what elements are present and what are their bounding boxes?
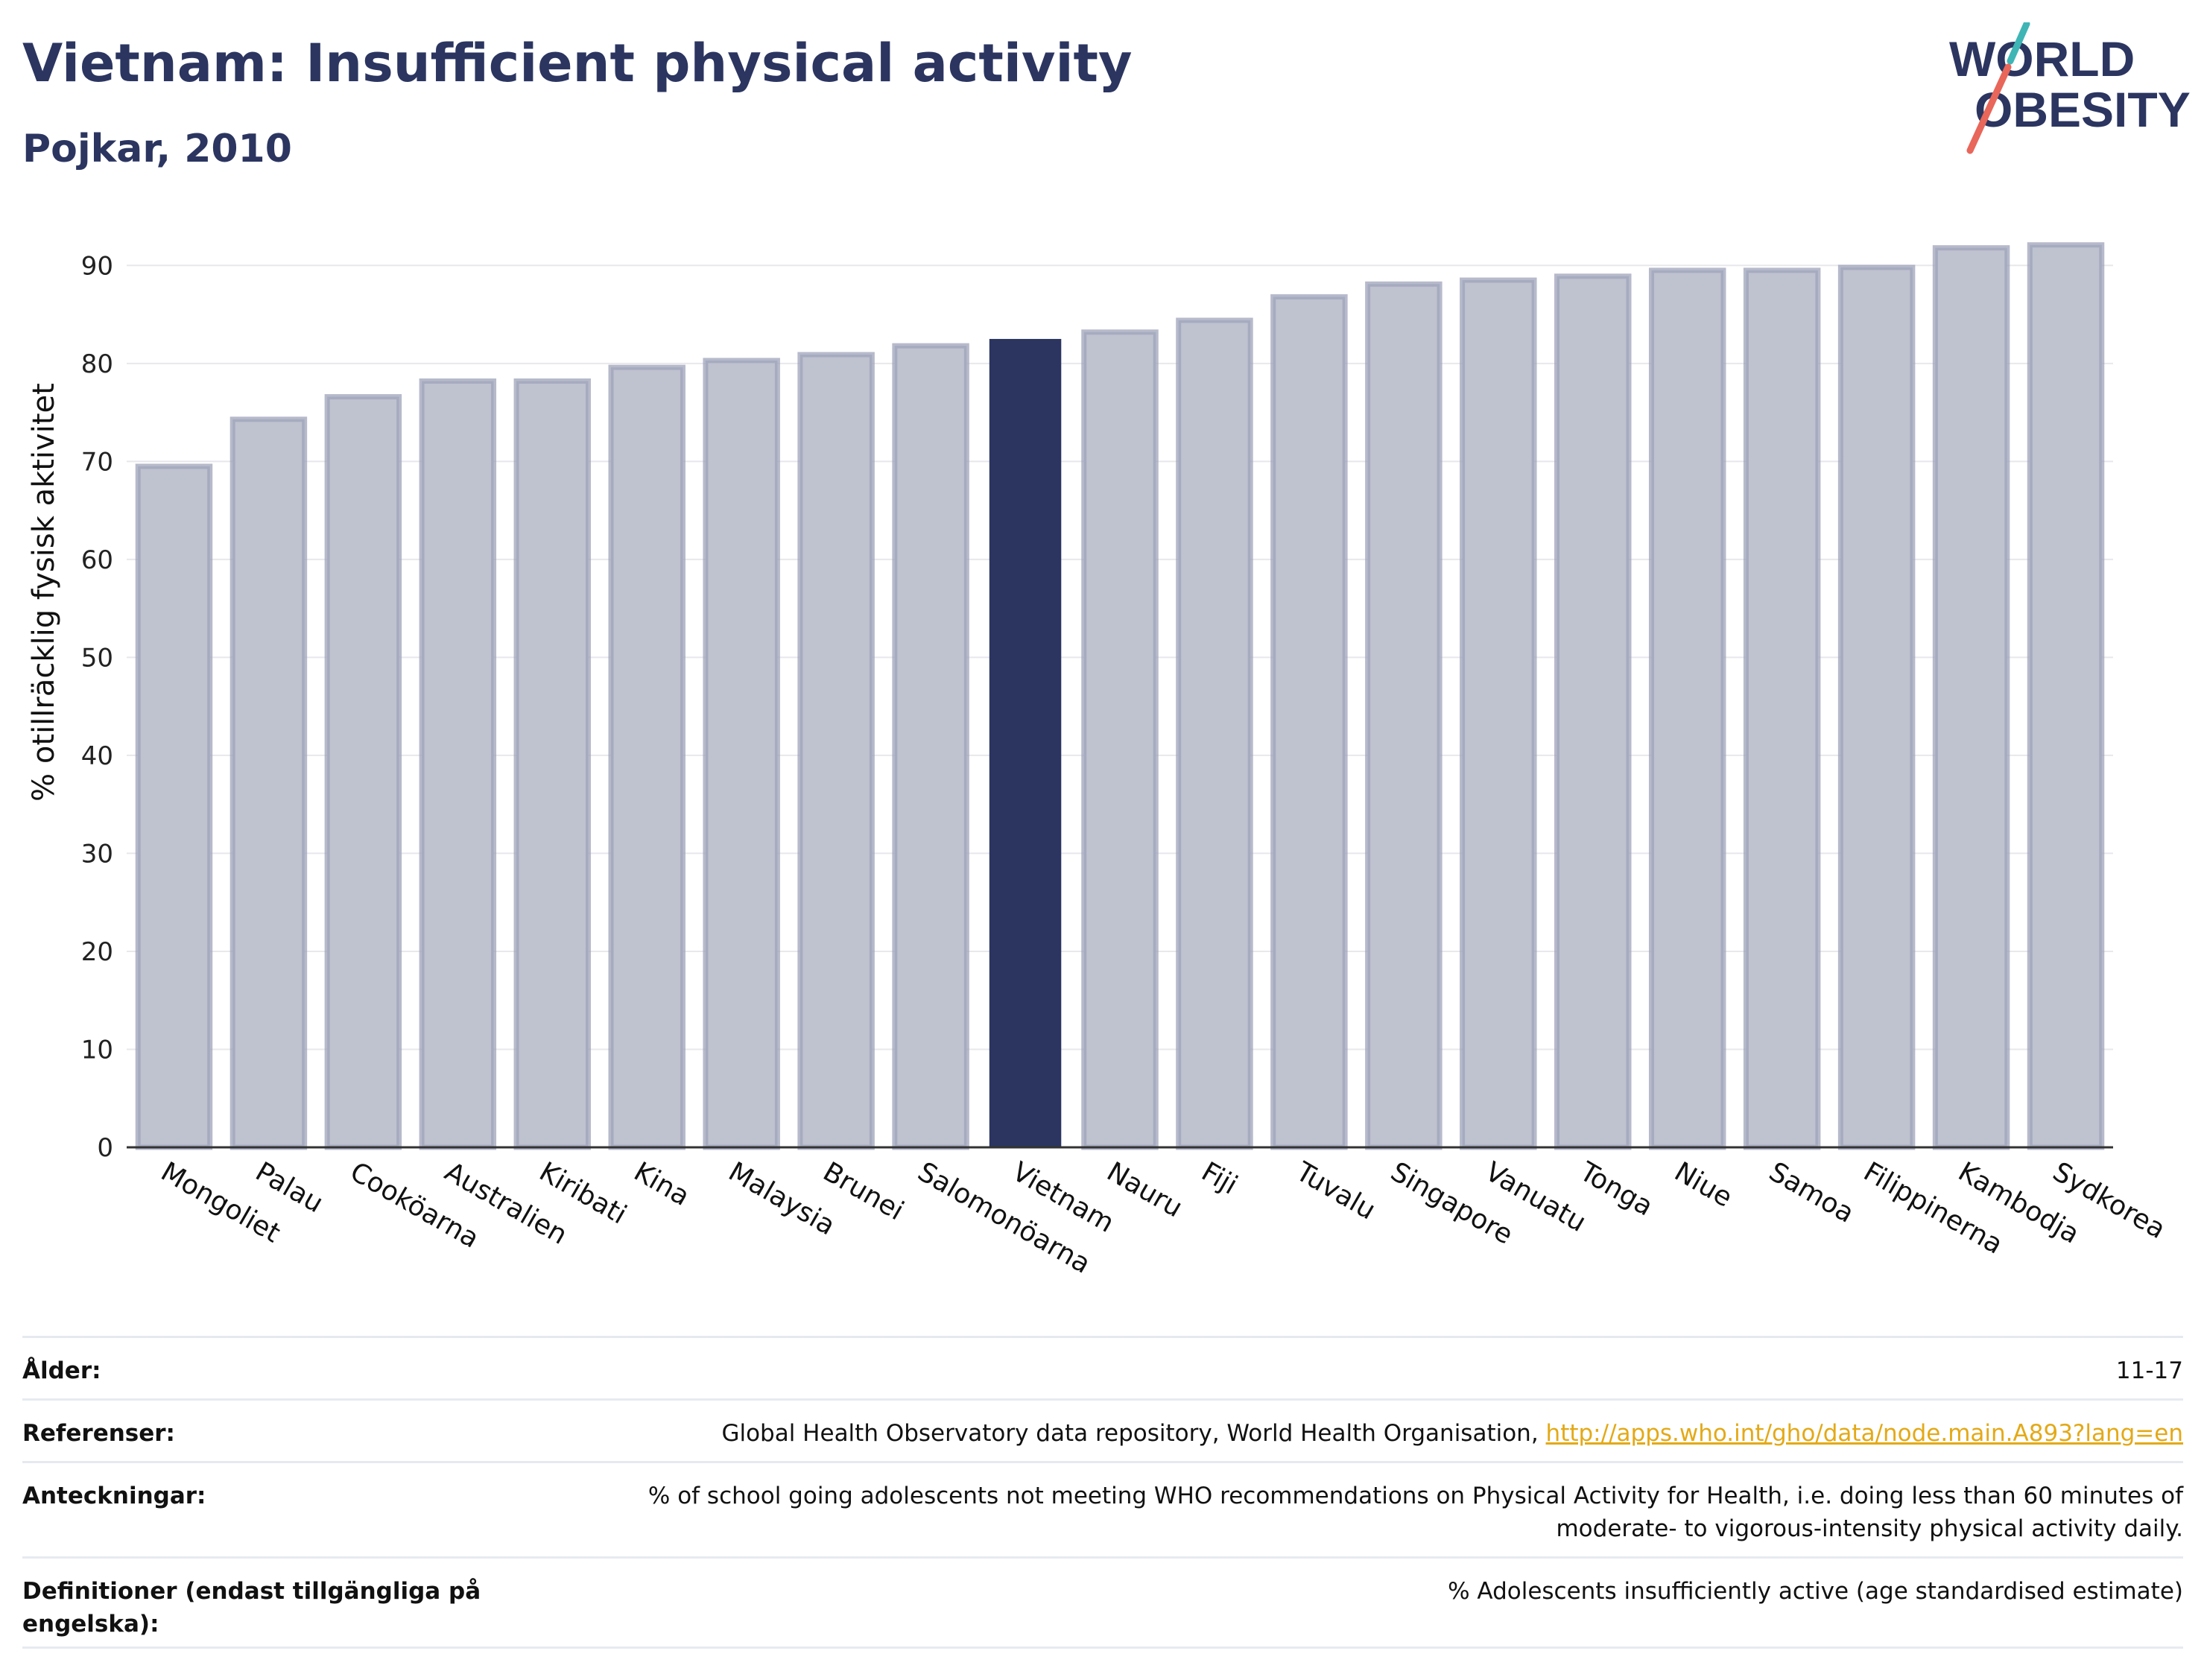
y-tick-label: 20: [81, 937, 113, 967]
y-tick-label: 50: [81, 643, 113, 673]
bar-brunei: [797, 352, 875, 1150]
notes-value: % of school going adolescents not meetin…: [647, 1483, 2183, 1542]
notes-label: Anteckningar:: [22, 1483, 206, 1509]
y-tick-label: 0: [97, 1133, 113, 1163]
bar-palau: [229, 416, 308, 1150]
references-label: Referenser:: [22, 1420, 175, 1447]
y-tick-label: 30: [81, 839, 113, 869]
bar-australien: [419, 378, 497, 1150]
logo-slash-top: [2007, 22, 2030, 65]
y-tick-label: 10: [81, 1035, 113, 1065]
logo-slash-bottom: [1966, 63, 2012, 154]
meta-row-references: Referenser: Global Health Observatory da…: [22, 1398, 2183, 1461]
bar-sydkorea: [2027, 242, 2105, 1150]
bar-malaysia: [703, 358, 780, 1150]
logo-text-obesity: OBESITY: [1975, 82, 2191, 137]
bar-kiribati: [513, 378, 592, 1150]
bar-mongoliet: [135, 463, 213, 1150]
x-tick-label: Niue: [1669, 1156, 1737, 1213]
definitions-value: % Adolescents insufficiently active (age…: [1448, 1578, 2183, 1605]
y-tick-label: 80: [81, 349, 113, 379]
y-tick-label: 40: [81, 741, 113, 771]
bar-niue: [1648, 267, 1726, 1150]
definitions-label: Definitioner (endast tillgängliga på eng…: [22, 1578, 481, 1638]
meta-row-age: Ålder: 11-17: [22, 1336, 2183, 1398]
references-value: Global Health Observatory data repositor…: [529, 1401, 2183, 1461]
meta-row-definitions: Definitioner (endast tillgängliga på eng…: [22, 1556, 2183, 1649]
page-subtitle: Pojkar, 2010: [22, 127, 292, 171]
bar-vanuatu: [1460, 277, 1537, 1150]
bar-cooköarna: [324, 394, 402, 1150]
bar-singapore: [1365, 281, 1443, 1150]
bar-filippinerna: [1837, 264, 1916, 1150]
bar-vietnam: [989, 338, 1062, 1147]
references-link[interactable]: http://apps.who.int/gho/data/node.main.A…: [1545, 1420, 2183, 1447]
page-title: Vietnam: Insufficient physical activity: [22, 33, 1133, 94]
age-value: 11-17: [2115, 1357, 2183, 1384]
metadata-table: Ålder: 11-17 Referenser: Global Health O…: [22, 1336, 2183, 1649]
bar-fiji: [1176, 317, 1253, 1150]
x-tick-label: Samoa: [1764, 1156, 1859, 1229]
bar-tuvalu: [1270, 294, 1348, 1150]
bar-nauru: [1081, 329, 1159, 1150]
logo-text-world: WORLD: [1949, 31, 2135, 86]
x-tick-label: Malaysia: [723, 1156, 840, 1241]
references-text: Global Health Observatory data repositor…: [721, 1420, 1546, 1447]
bar-tonga: [1554, 273, 1632, 1150]
bar-samoa: [1743, 267, 1821, 1150]
bar-kina: [608, 364, 685, 1150]
x-tick-label: Fiji: [1196, 1156, 1242, 1201]
y-tick-label: 90: [81, 251, 113, 281]
meta-row-notes: Anteckningar: % of school going adolesce…: [22, 1461, 2183, 1556]
y-tick-label: 60: [81, 545, 113, 575]
x-tick-label: Kina: [629, 1156, 694, 1212]
y-tick-label: 70: [81, 447, 113, 477]
age-label: Ålder:: [22, 1357, 101, 1384]
x-tick-label: Tuvalu: [1291, 1156, 1381, 1226]
bar-kambodja: [1932, 245, 2010, 1150]
world-obesity-logo: WORLD OBESITY: [1949, 22, 2191, 154]
bar-salomonöarna: [892, 343, 969, 1150]
y-axis-label: % otillräcklig fysisk aktivitet: [27, 383, 61, 802]
